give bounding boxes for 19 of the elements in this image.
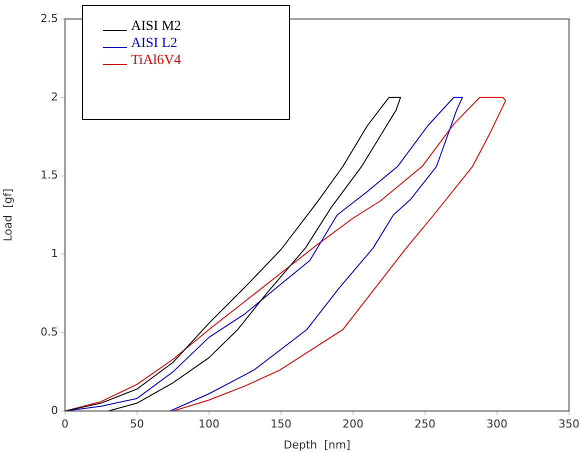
y-tick-label: 0.5 <box>40 325 58 338</box>
legend-label: AISI M2 <box>131 18 182 34</box>
y-tick-label: 2 <box>51 90 58 104</box>
y-tick-label: 1 <box>51 247 58 260</box>
x-axis-title: Depth [nm] <box>284 438 350 452</box>
y-tick-label: 1.5 <box>40 168 58 182</box>
x-tick-label: 350 <box>558 417 580 430</box>
x-tick-label: 0 <box>62 417 68 430</box>
y-tick-label: 2.5 <box>40 12 58 25</box>
x-tick-label: 200 <box>342 417 364 430</box>
y-tick-label: 0 <box>51 404 58 417</box>
x-tick-label: 50 <box>130 417 144 430</box>
x-tick-label: 300 <box>486 417 508 430</box>
legend-label: TiAl6V4 <box>131 52 182 68</box>
x-tick-label: 250 <box>414 417 436 430</box>
y-axis-title: Load [gf] <box>1 188 14 242</box>
legend-label: AISI L2 <box>131 36 178 52</box>
x-tick-label: 150 <box>270 417 292 430</box>
x-tick-label: 100 <box>198 417 220 430</box>
